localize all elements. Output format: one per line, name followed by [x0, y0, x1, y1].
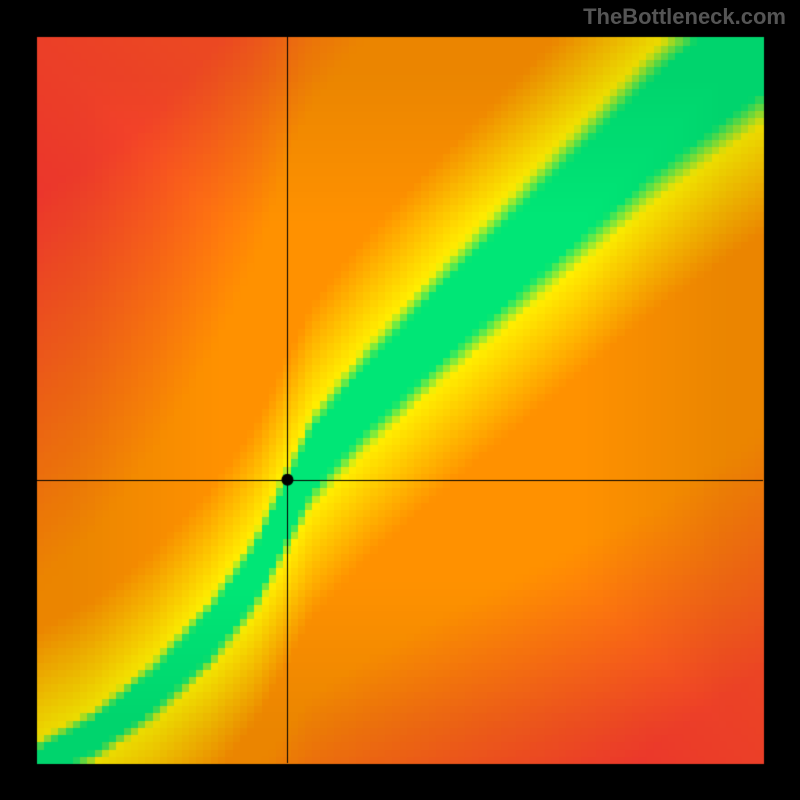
- chart-container: TheBottleneck.com: [0, 0, 800, 800]
- watermark-text: TheBottleneck.com: [583, 4, 786, 30]
- heatmap-canvas: [0, 0, 800, 800]
